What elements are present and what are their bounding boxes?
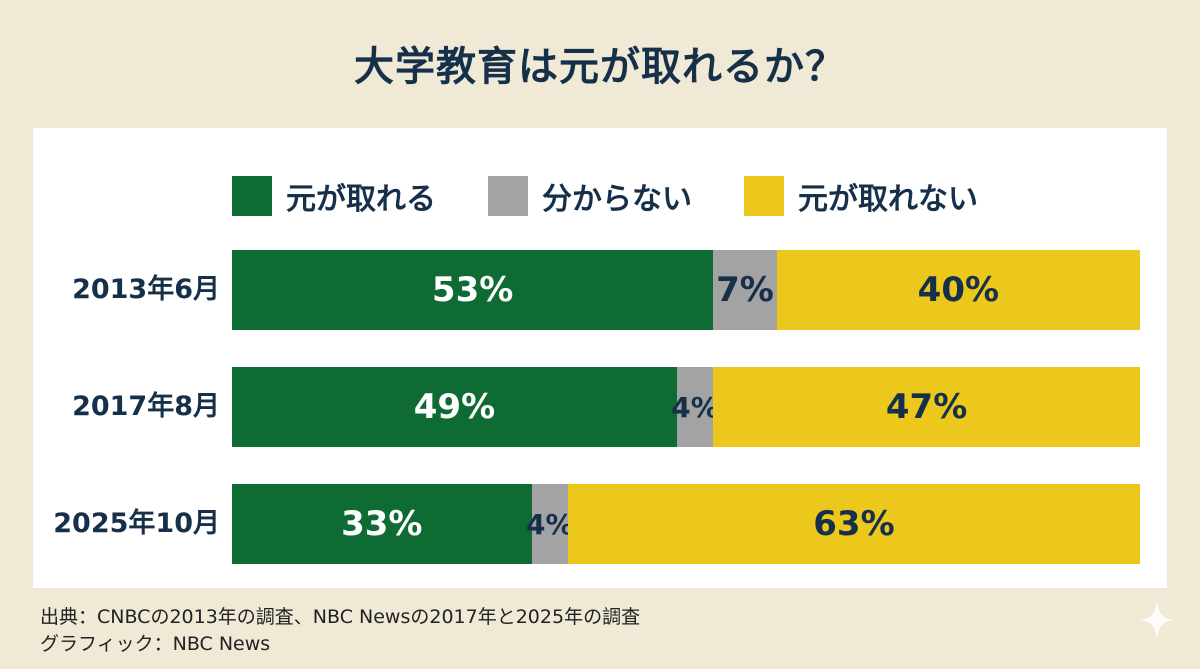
legend-item-1: 分からない <box>488 174 692 218</box>
data-label: 4% <box>671 390 719 424</box>
legend-item-0: 元が取れる <box>232 174 436 218</box>
data-label: 33% <box>341 504 423 544</box>
row-label: 2017年8月 <box>72 391 220 422</box>
legend-label: 元が取れない <box>798 182 978 217</box>
data-label: 4% <box>526 507 574 541</box>
data-label: 7% <box>716 270 774 310</box>
legend-label: 分からない <box>542 182 692 217</box>
bar-segment: 49% <box>232 367 677 447</box>
source-note: 出典：CNBCの2013年の調査、NBC Newsの2017年と2025年の調査 <box>40 606 641 628</box>
bar-segment: 47% <box>713 367 1140 447</box>
bar-row: 33% 4% 63% <box>232 484 1140 564</box>
sparkle-icon <box>1140 600 1174 640</box>
graphic-credit: グラフィック：NBC News <box>40 633 271 655</box>
bar-segment: 7% <box>713 250 777 330</box>
row-label: 2025年10月 <box>53 508 220 539</box>
chart-title: 大学教育は元が取れるか？ <box>354 44 846 90</box>
data-label: 49% <box>413 387 496 427</box>
legend-swatch <box>232 176 272 216</box>
legend-label: 元が取れる <box>286 182 436 217</box>
bar-segment: 40% <box>776 250 1140 330</box>
bar-segment: 4% <box>526 484 574 564</box>
bar-row: 53% 7% 40% <box>232 250 1140 330</box>
data-label: 40% <box>917 270 1000 310</box>
bar-segment: 33% <box>232 484 532 564</box>
data-label: 53% <box>431 270 514 310</box>
data-label: 63% <box>813 504 895 544</box>
bar-segment: 4% <box>671 367 719 447</box>
legend-item-2: 元が取れない <box>744 174 978 218</box>
legend-swatch <box>744 176 784 216</box>
bar-row: 49% 4% 47% <box>232 367 1140 447</box>
row-label: 2013年6月 <box>72 274 220 305</box>
chart-footer: 出典：CNBCの2013年の調査、NBC Newsの2017年と2025年の調査… <box>40 604 640 658</box>
data-label: 47% <box>885 387 968 427</box>
legend-swatch <box>488 176 528 216</box>
chart-legend: 元が取れる 分からない 元が取れない <box>232 175 1030 217</box>
bar-segment: 53% <box>232 250 714 330</box>
bar-segment: 63% <box>567 484 1140 564</box>
